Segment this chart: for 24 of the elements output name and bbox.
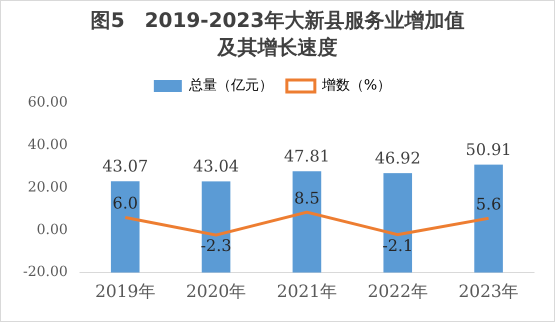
y-tick-label: 40.00 [28,137,68,154]
data-label: 8.5 [294,188,320,208]
data-label: 6.0 [112,194,138,213]
chart-title: 图5 2019-2023年大新县服务业增加值及其增长速度 [90,7,466,61]
y-tick-label: 60.00 [28,94,68,111]
bar [292,171,322,273]
y-tick-label: -20.00 [22,264,68,280]
x-tick-label: 2023年 [458,282,519,302]
data-label: 46.92 [374,148,421,168]
data-label: 5.6 [476,194,502,214]
y-tick-label: 0.00 [36,222,68,238]
legend-label: 总量（亿元） [188,78,273,94]
data-label: 47.81 [284,146,330,166]
data-label: 43.07 [102,156,148,176]
legend-label: 增数（%） [320,78,392,94]
x-tick-label: 2019年 [95,282,156,302]
x-tick-label: 2020年 [186,282,246,302]
x-tick-label: 2021年 [276,282,338,302]
x-tick-label: 2022年 [368,282,428,302]
bar [110,181,140,273]
y-tick-label: 20.00 [28,179,68,196]
data-label: 43.04 [193,156,239,176]
data-label: 50.91 [466,140,512,159]
bar [474,164,503,273]
